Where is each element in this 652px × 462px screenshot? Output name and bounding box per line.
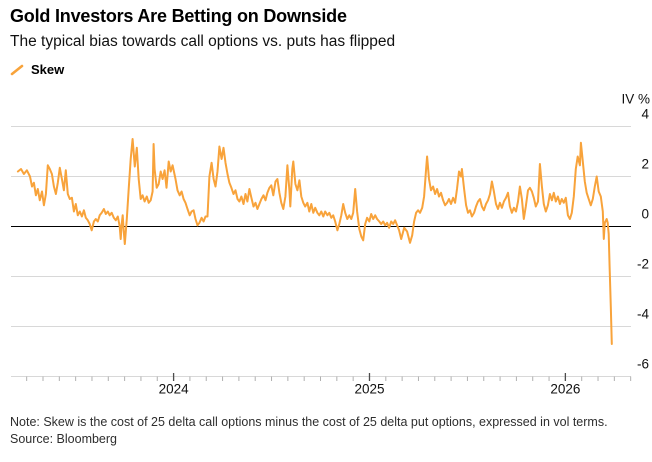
x-axis-year-label: 2026 — [550, 382, 580, 397]
y-axis-tick-label: 4 — [641, 107, 649, 122]
y-axis-unit-label: IV % — [621, 92, 650, 107]
y-axis-tick-label: -2 — [637, 257, 649, 272]
x-axis-year-label: 2024 — [159, 382, 190, 397]
y-axis-tick-label: -4 — [637, 307, 649, 322]
chart-title: Gold Investors Are Betting on Downside — [10, 6, 347, 26]
skew-series-slash-icon — [10, 64, 24, 75]
skew-series-line — [16, 138, 613, 345]
y-axis-tick-label: 0 — [641, 207, 649, 222]
x-axis-year-label: 2025 — [354, 382, 384, 397]
chart-footer: Note: Skew is the cost of 25 delta call … — [10, 414, 646, 447]
chart-source: Source: Bloomberg — [10, 431, 118, 446]
legend: Skew — [10, 62, 64, 77]
chart-note: Note: Skew is the cost of 25 delta call … — [10, 415, 608, 429]
y-axis-tick-label: 2 — [641, 157, 649, 172]
chart-subtitle: The typical bias towards call options vs… — [10, 33, 396, 50]
y-axis-tick-label: -6 — [637, 357, 649, 372]
legend-label-skew: Skew — [31, 62, 65, 77]
